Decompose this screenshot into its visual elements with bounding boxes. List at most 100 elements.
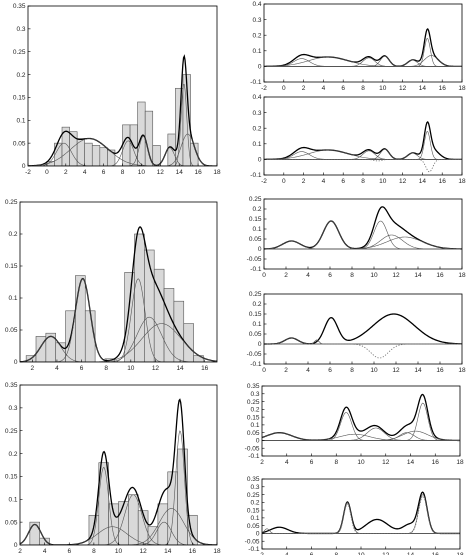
y-tick-label: 0.2 — [252, 125, 261, 132]
x-tick-label: 14 — [176, 365, 184, 372]
x-tick-label: 8 — [361, 85, 365, 92]
plot-area — [264, 27, 462, 68]
x-tick-label: 0 — [282, 178, 286, 185]
y-tick-label: 0.1 — [8, 496, 17, 503]
y-tick-label: 0.1 — [252, 48, 261, 55]
x-tick-label: 6 — [310, 459, 314, 466]
histogram-bar — [91, 145, 101, 166]
x-tick-label: 4 — [306, 367, 310, 374]
y-tick-label: 0.2 — [250, 500, 259, 507]
panel-row-3-right-top: 2 4 6 8 10 12 14 16 18-0.1-0.0500.050.10.150.20.… — [245, 383, 464, 466]
y-tick-label: 0.3 — [252, 17, 261, 24]
y-tick-label: 0.1 — [250, 515, 259, 522]
x-tick-label: 14 — [164, 548, 172, 555]
x-tick-label: 12 — [392, 367, 400, 374]
y-tick-label: 0.15 — [249, 311, 262, 318]
y-tick-label: 0.1 — [252, 226, 261, 233]
component-curve — [28, 133, 217, 166]
histogram-bar — [99, 147, 108, 166]
plot-area — [262, 393, 460, 442]
x-tick-label: -2 — [261, 178, 267, 185]
mixture-curve — [264, 120, 462, 161]
component-curve — [264, 55, 462, 67]
x-tick-label: 14 — [414, 367, 422, 374]
x-tick-label: 4 — [322, 85, 326, 92]
x-tick-label: 16 — [432, 459, 440, 466]
x-tick-label: 2 — [302, 178, 306, 185]
histogram-bar — [193, 355, 204, 362]
residual-curve — [264, 339, 462, 359]
x-tick-label: 4 — [55, 365, 59, 372]
x-tick-label: 16 — [189, 548, 197, 555]
x-tick-label: 12 — [382, 459, 390, 466]
x-tick-label: 2 — [18, 548, 22, 555]
y-tick-label: -0.1 — [250, 266, 262, 273]
x-tick-label: 6 — [341, 85, 345, 92]
y-tick-label: 0.3 — [250, 484, 259, 491]
component-curve — [28, 84, 217, 166]
y-tick-label: -0.1 — [250, 172, 262, 179]
x-tick-label: 8 — [361, 178, 365, 185]
x-tick-label: 14 — [419, 85, 427, 92]
x-tick-label: 18 — [213, 169, 221, 176]
y-tick-label: -0.1 — [248, 453, 260, 460]
y-tick-label: 0.15 — [5, 263, 18, 270]
panel-row-1-right-bottom: -2 0 2 4 6 8 10 12 14 16 18 -0.1 0 0.1 0.2 0.3 0.4 — [250, 94, 466, 185]
histogram-bar — [137, 510, 149, 545]
y-tick-label: 0.35 — [5, 382, 18, 389]
y-tick-label: -0.1 — [248, 546, 260, 553]
mixture-curve — [264, 27, 462, 68]
y-tick-label: -0.05 — [245, 445, 260, 452]
x-tick-label: 14 — [414, 272, 422, 279]
x-tick-label: 12 — [140, 548, 148, 555]
component-curve — [20, 430, 217, 545]
plot-area — [264, 313, 462, 359]
y-tick-label: 0.35 — [247, 383, 260, 390]
x-tick-label: 6 — [102, 169, 106, 176]
y-tick-label: 0.05 — [249, 236, 262, 243]
panel-row-2-right-bottom: 0 2 4 6 8 10 12 14 16 18 -0.1 -0.05 0 0.05 0.1 0.15 0.2 0… — [247, 291, 466, 374]
x-tick-label: 8 — [121, 169, 125, 176]
x-tick-label: 8 — [92, 548, 96, 555]
histogram-bar — [29, 521, 41, 545]
y-tick-label: 0 — [258, 341, 262, 348]
y-tick-label: 0.1 — [252, 141, 261, 148]
y-tick-label: -0.05 — [247, 256, 262, 263]
x-tick-label: 12 — [399, 178, 407, 185]
y-tick-label: 0 — [22, 163, 26, 170]
y-tick-label: 0.1 — [252, 321, 261, 328]
axes-frame — [263, 198, 463, 270]
panel-row-2-right-top: 0 2 4 6 8 10 12 14 16 18 -0.1 -0.05 0 0.05 0.1 0.15 0.2 0… — [247, 196, 466, 279]
axes-frame — [263, 96, 463, 176]
component-curve — [20, 521, 217, 545]
x-tick-label: 12 — [152, 365, 160, 372]
plot-area — [28, 54, 217, 166]
y-tick-label: 0.15 — [247, 507, 260, 514]
x-tick-label: 16 — [439, 178, 447, 185]
y-tick-label: 0.15 — [247, 414, 260, 421]
component-curve — [28, 138, 217, 166]
x-tick-label: 12 — [399, 85, 407, 92]
axes-frame — [263, 293, 463, 365]
component-curve — [262, 427, 460, 441]
x-tick-label: 14 — [407, 459, 415, 466]
component-curve — [264, 236, 462, 250]
y-tick-label: -0.1 — [250, 79, 262, 86]
y-tick-label: 0.1 — [16, 117, 25, 124]
y-tick-label: -0.05 — [247, 351, 262, 358]
x-tick-label: 8 — [334, 459, 338, 466]
x-tick-label: 6 — [328, 367, 332, 374]
mixture-curve — [264, 206, 462, 250]
histogram-bar — [118, 501, 129, 545]
x-tick-label: 4 — [285, 459, 289, 466]
x-tick-label: 10 — [379, 178, 387, 185]
y-tick-label: 0.3 — [250, 391, 259, 398]
y-tick-label: 0 — [256, 531, 260, 538]
y-tick-label: 0.2 — [8, 231, 17, 238]
y-tick-label: 0.1 — [250, 422, 259, 429]
axes-frame — [261, 478, 461, 550]
y-tick-label: 0.2 — [252, 301, 261, 308]
y-tick-label: 0.2 — [252, 206, 261, 213]
mixture-curve — [264, 313, 462, 345]
